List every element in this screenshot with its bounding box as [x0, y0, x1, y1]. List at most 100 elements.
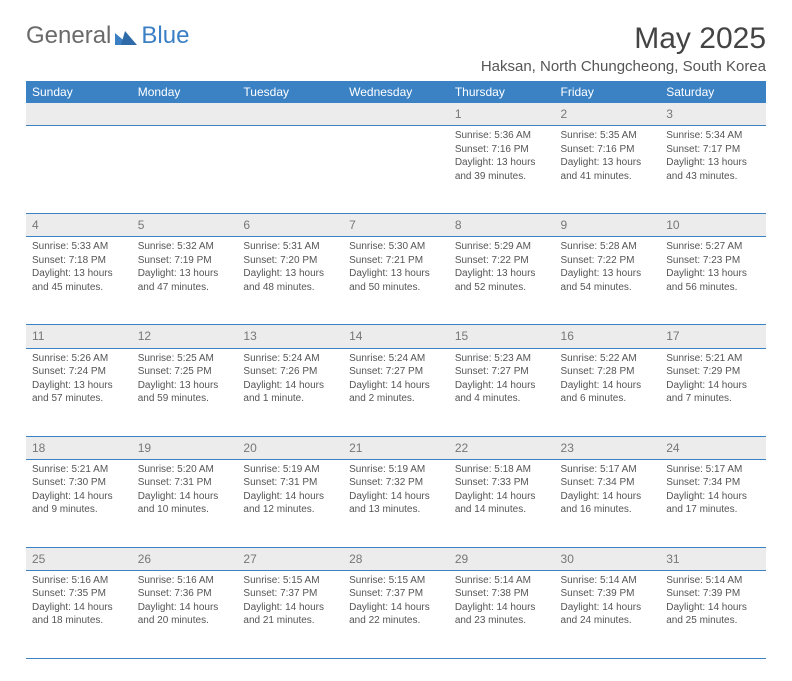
day-d2: and 20 minutes.: [138, 614, 232, 628]
day-number: 29: [449, 547, 555, 570]
day-d1: Daylight: 13 hours: [455, 267, 549, 281]
day-sunrise: Sunrise: 5:24 AM: [349, 352, 443, 366]
day-sunrise: Sunrise: 5:24 AM: [243, 352, 337, 366]
day-sunrise: Sunrise: 5:31 AM: [243, 240, 337, 254]
day-number: 14: [343, 325, 449, 348]
day-d2: and 14 minutes.: [455, 503, 549, 517]
day-cell: Sunrise: 5:14 AMSunset: 7:39 PMDaylight:…: [660, 570, 766, 658]
day-d1: Daylight: 14 hours: [138, 490, 232, 504]
day-d1: Daylight: 14 hours: [32, 601, 126, 615]
day-sunrise: Sunrise: 5:25 AM: [138, 352, 232, 366]
day-sunrise: Sunrise: 5:15 AM: [243, 574, 337, 588]
day-number: 6: [237, 214, 343, 237]
day-number: 11: [26, 325, 132, 348]
day-sunrise: Sunrise: 5:17 AM: [561, 463, 655, 477]
day-number: 30: [555, 547, 661, 570]
day-sunrise: Sunrise: 5:21 AM: [666, 352, 760, 366]
day-d1: Daylight: 14 hours: [666, 601, 760, 615]
day-header: Monday: [132, 81, 238, 103]
day-sunrise: Sunrise: 5:33 AM: [32, 240, 126, 254]
day-d2: and 43 minutes.: [666, 170, 760, 184]
day-cell: Sunrise: 5:29 AMSunset: 7:22 PMDaylight:…: [449, 237, 555, 325]
day-d1: Daylight: 13 hours: [666, 267, 760, 281]
logo-text-blue: Blue: [141, 22, 189, 50]
day-header: Friday: [555, 81, 661, 103]
day-sunset: Sunset: 7:24 PM: [32, 365, 126, 379]
day-sunset: Sunset: 7:27 PM: [349, 365, 443, 379]
day-number: 21: [343, 436, 449, 459]
day-sunset: Sunset: 7:31 PM: [138, 476, 232, 490]
day-d2: and 18 minutes.: [32, 614, 126, 628]
day-sunrise: Sunrise: 5:27 AM: [666, 240, 760, 254]
day-sunset: Sunset: 7:20 PM: [243, 254, 337, 268]
day-d1: Daylight: 13 hours: [243, 267, 337, 281]
day-sunset: Sunset: 7:28 PM: [561, 365, 655, 379]
day-d1: Daylight: 14 hours: [561, 490, 655, 504]
day-cell: Sunrise: 5:23 AMSunset: 7:27 PMDaylight:…: [449, 348, 555, 436]
day-sunset: Sunset: 7:16 PM: [455, 143, 549, 157]
day-d2: and 57 minutes.: [32, 392, 126, 406]
day-sunrise: Sunrise: 5:30 AM: [349, 240, 443, 254]
day-cell: [132, 126, 238, 214]
day-number: 18: [26, 436, 132, 459]
day-number: 3: [660, 103, 766, 126]
day-cell: [237, 126, 343, 214]
day-cell: [343, 126, 449, 214]
day-d1: Daylight: 14 hours: [455, 601, 549, 615]
day-d2: and 48 minutes.: [243, 281, 337, 295]
day-cell: Sunrise: 5:20 AMSunset: 7:31 PMDaylight:…: [132, 459, 238, 547]
day-number: 26: [132, 547, 238, 570]
day-d1: Daylight: 13 hours: [138, 379, 232, 393]
day-number: 13: [237, 325, 343, 348]
day-d2: and 54 minutes.: [561, 281, 655, 295]
day-number: 23: [555, 436, 661, 459]
day-sunrise: Sunrise: 5:18 AM: [455, 463, 549, 477]
day-d2: and 47 minutes.: [138, 281, 232, 295]
day-cell: Sunrise: 5:30 AMSunset: 7:21 PMDaylight:…: [343, 237, 449, 325]
day-sunset: Sunset: 7:17 PM: [666, 143, 760, 157]
day-d2: and 12 minutes.: [243, 503, 337, 517]
day-sunset: Sunset: 7:25 PM: [138, 365, 232, 379]
day-sunrise: Sunrise: 5:14 AM: [561, 574, 655, 588]
day-sunrise: Sunrise: 5:23 AM: [455, 352, 549, 366]
day-sunset: Sunset: 7:39 PM: [561, 587, 655, 601]
day-sunset: Sunset: 7:22 PM: [455, 254, 549, 268]
day-cell: Sunrise: 5:24 AMSunset: 7:26 PMDaylight:…: [237, 348, 343, 436]
day-number-row: 45678910: [26, 214, 766, 237]
day-d1: Daylight: 14 hours: [666, 490, 760, 504]
day-number: 12: [132, 325, 238, 348]
day-header: Saturday: [660, 81, 766, 103]
day-number: [343, 103, 449, 126]
day-d2: and 56 minutes.: [666, 281, 760, 295]
day-cell: Sunrise: 5:19 AMSunset: 7:31 PMDaylight:…: [237, 459, 343, 547]
day-d1: Daylight: 14 hours: [349, 490, 443, 504]
day-sunset: Sunset: 7:35 PM: [32, 587, 126, 601]
day-sunrise: Sunrise: 5:20 AM: [138, 463, 232, 477]
day-cell: Sunrise: 5:25 AMSunset: 7:25 PMDaylight:…: [132, 348, 238, 436]
calendar-table: Sunday Monday Tuesday Wednesday Thursday…: [26, 81, 766, 659]
day-sunset: Sunset: 7:39 PM: [666, 587, 760, 601]
day-d1: Daylight: 14 hours: [561, 601, 655, 615]
day-sunset: Sunset: 7:32 PM: [349, 476, 443, 490]
day-d2: and 6 minutes.: [561, 392, 655, 406]
day-cell: Sunrise: 5:17 AMSunset: 7:34 PMDaylight:…: [555, 459, 661, 547]
day-sunset: Sunset: 7:29 PM: [666, 365, 760, 379]
location-subtitle: Haksan, North Chungcheong, South Korea: [481, 58, 766, 75]
day-d1: Daylight: 14 hours: [561, 379, 655, 393]
day-d2: and 13 minutes.: [349, 503, 443, 517]
day-d2: and 22 minutes.: [349, 614, 443, 628]
day-sunset: Sunset: 7:16 PM: [561, 143, 655, 157]
day-sunrise: Sunrise: 5:28 AM: [561, 240, 655, 254]
day-sunrise: Sunrise: 5:34 AM: [666, 129, 760, 143]
day-cell: Sunrise: 5:35 AMSunset: 7:16 PMDaylight:…: [555, 126, 661, 214]
day-cell: Sunrise: 5:36 AMSunset: 7:16 PMDaylight:…: [449, 126, 555, 214]
day-d1: Daylight: 14 hours: [666, 379, 760, 393]
day-cell: Sunrise: 5:22 AMSunset: 7:28 PMDaylight:…: [555, 348, 661, 436]
day-sunset: Sunset: 7:34 PM: [561, 476, 655, 490]
day-cell: Sunrise: 5:16 AMSunset: 7:36 PMDaylight:…: [132, 570, 238, 658]
day-d1: Daylight: 13 hours: [32, 267, 126, 281]
day-d2: and 23 minutes.: [455, 614, 549, 628]
day-sunrise: Sunrise: 5:16 AM: [32, 574, 126, 588]
day-sunset: Sunset: 7:37 PM: [243, 587, 337, 601]
day-d2: and 16 minutes.: [561, 503, 655, 517]
